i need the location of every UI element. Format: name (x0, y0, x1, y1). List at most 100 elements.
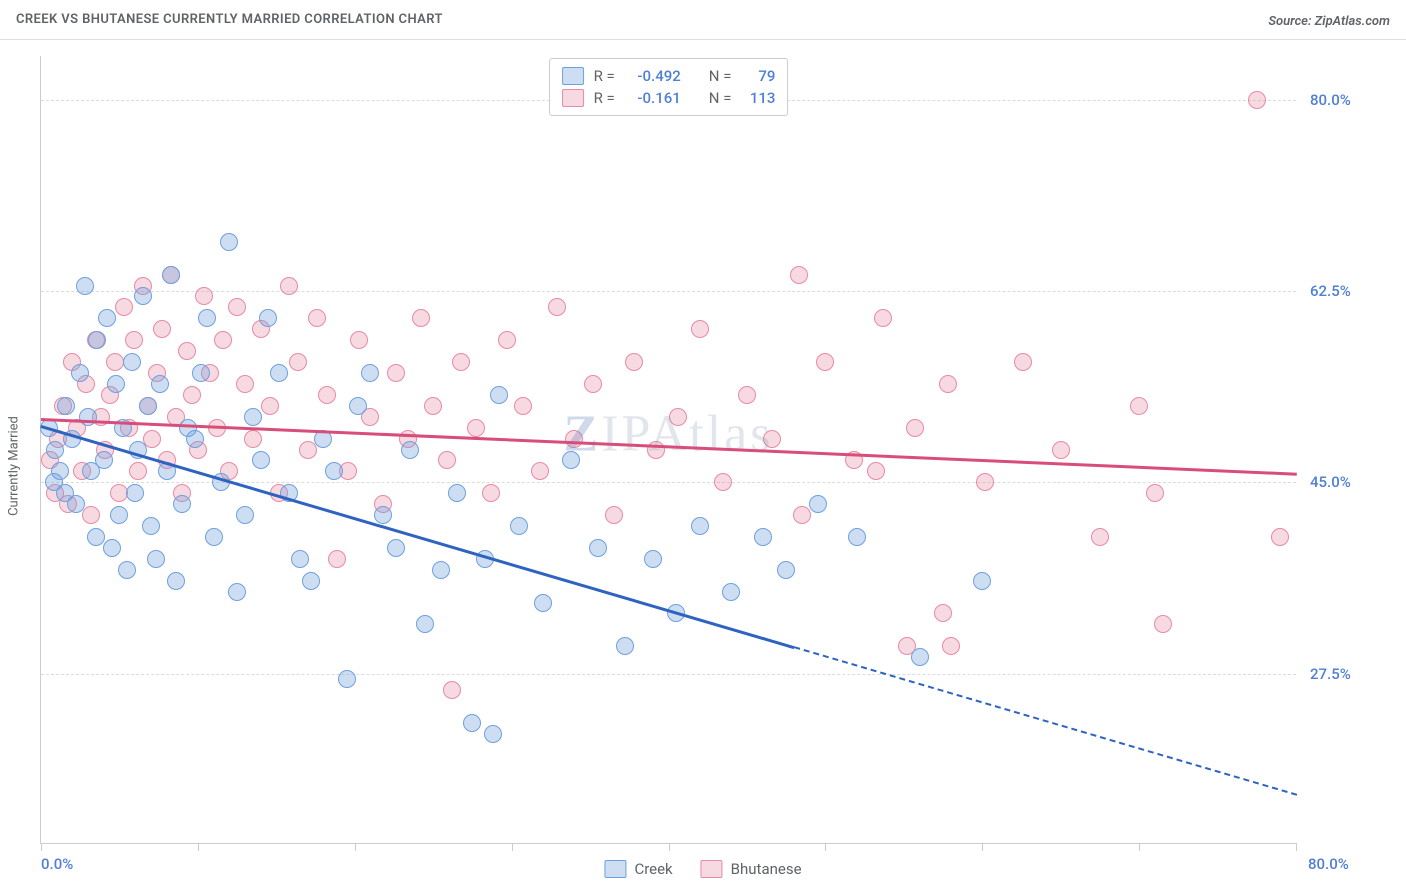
scatter-point-creek (589, 539, 607, 557)
scatter-point-bhutanese (1014, 353, 1032, 371)
scatter-point-bhutanese (793, 506, 811, 524)
scatter-point-bhutanese (299, 441, 317, 459)
scatter-point-creek (432, 561, 450, 579)
scatter-point-creek (562, 451, 580, 469)
scatter-point-creek (151, 375, 169, 393)
y-axis-label: Currently Married (7, 416, 22, 516)
scatter-point-creek (291, 550, 309, 568)
scatter-point-bhutanese (482, 484, 500, 502)
scatter-point-creek (722, 583, 740, 601)
scatter-point-bhutanese (195, 287, 213, 305)
x-tick-mark (198, 843, 199, 851)
chart-area: Currently Married ZIPAtlas 80.0%62.5%45.… (0, 40, 1406, 892)
scatter-point-bhutanese (318, 386, 336, 404)
scatter-point-bhutanese (438, 451, 456, 469)
source-label: Source: ZipAtlas.com (1268, 10, 1390, 29)
scatter-point-creek (490, 386, 508, 404)
scatter-point-creek (338, 670, 356, 688)
stats-row-bhutanese: R =-0.161N =113 (562, 87, 776, 109)
scatter-point-bhutanese (584, 375, 602, 393)
scatter-point-bhutanese (738, 386, 756, 404)
scatter-point-creek (126, 484, 144, 502)
scatter-point-bhutanese (129, 462, 147, 480)
scatter-point-creek (123, 353, 141, 371)
scatter-point-creek (401, 441, 419, 459)
scatter-point-bhutanese (467, 419, 485, 437)
scatter-point-bhutanese (714, 473, 732, 491)
scatter-point-creek (534, 594, 552, 612)
scatter-point-bhutanese (1091, 528, 1109, 546)
scatter-point-bhutanese (106, 353, 124, 371)
swatch-icon (604, 860, 626, 878)
scatter-point-creek (754, 528, 772, 546)
scatter-point-creek (510, 517, 528, 535)
scatter-point-creek (374, 506, 392, 524)
scatter-point-bhutanese (178, 342, 196, 360)
scatter-point-bhutanese (1271, 528, 1289, 546)
scatter-point-creek (463, 714, 481, 732)
scatter-point-creek (777, 561, 795, 579)
scatter-point-creek (484, 725, 502, 743)
scatter-point-creek (236, 506, 254, 524)
x-tick-mark (982, 843, 983, 851)
scatter-point-creek (644, 550, 662, 568)
scatter-point-creek (228, 583, 246, 601)
scatter-point-bhutanese (412, 309, 430, 327)
scatter-point-creek (220, 233, 238, 251)
scatter-point-bhutanese (1154, 615, 1172, 633)
scatter-point-bhutanese (625, 353, 643, 371)
scatter-point-creek (162, 266, 180, 284)
scatter-point-creek (118, 561, 136, 579)
scatter-point-creek (67, 495, 85, 513)
scatter-point-bhutanese (228, 298, 246, 316)
scatter-point-creek (103, 539, 121, 557)
scatter-point-bhutanese (976, 473, 994, 491)
scatter-point-bhutanese (183, 386, 201, 404)
x-tick-mark (41, 843, 42, 851)
scatter-point-bhutanese (514, 397, 532, 415)
scatter-point-creek (167, 572, 185, 590)
scatter-point-bhutanese (531, 462, 549, 480)
scatter-point-creek (973, 572, 991, 590)
scatter-point-creek (244, 408, 262, 426)
stats-row-creek: R =-0.492N =79 (562, 65, 776, 87)
scatter-point-bhutanese (236, 375, 254, 393)
scatter-point-bhutanese (605, 506, 623, 524)
scatter-point-bhutanese (289, 353, 307, 371)
scatter-point-creek (107, 375, 125, 393)
scatter-point-bhutanese (1248, 91, 1266, 109)
scatter-point-creek (848, 528, 866, 546)
scatter-point-creek (95, 451, 113, 469)
scatter-point-creek (173, 495, 191, 513)
x-tick-mark (512, 843, 513, 851)
scatter-point-creek (142, 517, 160, 535)
scatter-point-bhutanese (261, 397, 279, 415)
scatter-point-bhutanese (153, 320, 171, 338)
plot-region: ZIPAtlas 80.0%62.5%45.0%27.5%0.0%80.0%R … (40, 56, 1296, 844)
legend-label: Creek (634, 860, 672, 878)
scatter-point-bhutanese (816, 353, 834, 371)
scatter-point-bhutanese (548, 298, 566, 316)
scatter-point-creek (139, 397, 157, 415)
scatter-point-creek (88, 331, 106, 349)
scatter-point-bhutanese (308, 309, 326, 327)
gridline (41, 291, 1296, 292)
scatter-point-creek (98, 309, 116, 327)
scatter-point-creek (361, 364, 379, 382)
scatter-point-creek (325, 462, 343, 480)
scatter-point-creek (616, 637, 634, 655)
x-tick-label-max: 80.0% (1308, 855, 1349, 873)
scatter-point-bhutanese (452, 353, 470, 371)
scatter-point-bhutanese (763, 430, 781, 448)
scatter-point-creek (134, 287, 152, 305)
x-tick-mark (825, 843, 826, 851)
scatter-point-creek (259, 309, 277, 327)
scatter-point-creek (302, 572, 320, 590)
scatter-point-creek (270, 364, 288, 382)
scatter-point-bhutanese (691, 320, 709, 338)
legend-label: Bhutanese (731, 860, 802, 878)
scatter-point-bhutanese (443, 681, 461, 699)
swatch-icon (701, 860, 723, 878)
scatter-point-creek (911, 648, 929, 666)
scatter-point-bhutanese (867, 462, 885, 480)
